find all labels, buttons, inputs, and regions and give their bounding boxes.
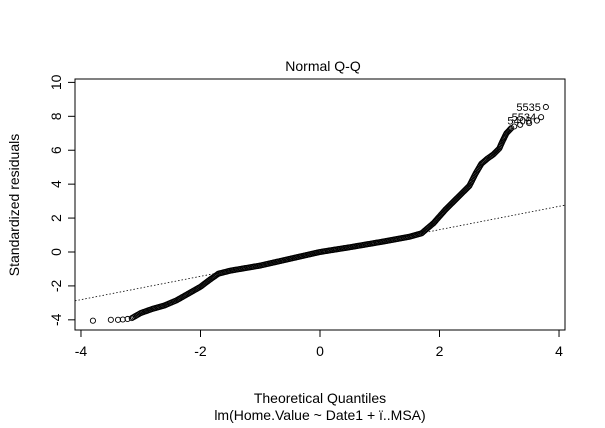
y-tick-label: 4 [48, 180, 64, 188]
qq-point [506, 127, 513, 134]
y-tick-label: 2 [48, 214, 64, 222]
qq-point [124, 315, 131, 323]
chart-title: Normal Q-Q [285, 58, 361, 74]
y-tick-label: 8 [48, 112, 64, 120]
qq-point [517, 121, 524, 128]
y-tick-label: -4 [48, 313, 64, 326]
x-tick-label: -4 [75, 343, 88, 359]
qq-point [533, 117, 540, 124]
qq-point [107, 316, 114, 323]
x-tick-label: -2 [194, 343, 207, 359]
qq-point [89, 317, 96, 324]
y-tick-label: 0 [48, 248, 64, 256]
outlier-label: 5535 [516, 102, 540, 114]
data-points [89, 103, 549, 324]
outlier-label: 5534 [512, 112, 536, 124]
y-axis: -4 -2 0 2 4 6 8 10 [48, 74, 76, 326]
x-tick-label: 0 [316, 343, 324, 359]
qq-point [511, 123, 518, 130]
x-tick-label: 2 [436, 343, 444, 359]
qq-point [526, 120, 533, 127]
x-axis: -4 -2 0 2 4 [75, 329, 563, 359]
qq-point [538, 114, 545, 121]
x-axis-title: Theoretical Quantiles [254, 390, 386, 406]
y-tick-label: 10 [48, 74, 64, 90]
qq-point [542, 103, 549, 111]
x-tick-label: 4 [555, 343, 563, 359]
y-tick-label: -2 [48, 279, 64, 292]
outlier-label: 5400 [507, 116, 531, 128]
qq-point [508, 125, 515, 132]
plot-frame [74, 78, 566, 331]
model-subtitle: lm(Home.Value ~ Date1 + ï..MSA) [214, 407, 425, 423]
y-axis-title: Standardized residuals [6, 134, 22, 276]
y-tick-label: 6 [48, 146, 64, 154]
